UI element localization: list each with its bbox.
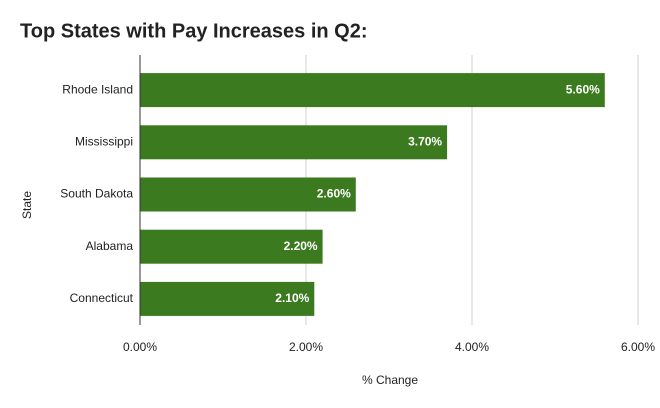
value-label: 2.20% bbox=[284, 239, 318, 253]
y-tick-label: Mississippi bbox=[75, 134, 133, 148]
value-label: 2.60% bbox=[317, 187, 351, 201]
x-tick-label: 0.00% bbox=[123, 340, 157, 354]
chart-title: Top States with Pay Increases in Q2: bbox=[20, 20, 368, 42]
bar bbox=[140, 229, 323, 264]
x-tick-label: 6.00% bbox=[621, 340, 655, 354]
x-axis-title: % Change bbox=[362, 373, 418, 387]
x-tick-label: 2.00% bbox=[289, 340, 323, 354]
bar bbox=[140, 281, 315, 316]
bar bbox=[140, 73, 605, 108]
x-tick-label: 4.00% bbox=[455, 340, 489, 354]
y-axis-title: State bbox=[20, 191, 34, 219]
y-tick-label: Connecticut bbox=[70, 291, 134, 305]
y-tick-label: Rhode Island bbox=[62, 82, 133, 96]
y-tick-label: South Dakota bbox=[60, 187, 133, 201]
y-tick-label: Alabama bbox=[86, 239, 134, 253]
bar bbox=[140, 125, 448, 160]
value-label: 3.70% bbox=[408, 134, 442, 148]
value-label: 2.10% bbox=[275, 291, 309, 305]
bar bbox=[140, 177, 356, 212]
value-label: 5.60% bbox=[566, 82, 600, 96]
